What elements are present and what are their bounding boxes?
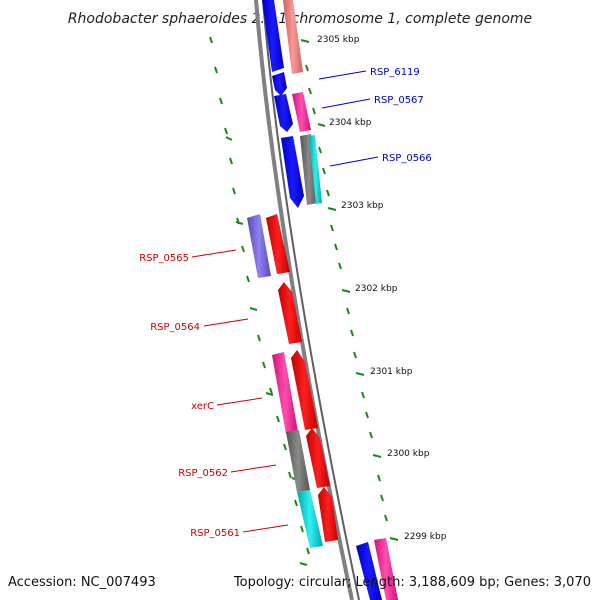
feature-grey-rsp0562[interactable]	[286, 430, 310, 492]
feature-cyan-rsp0566[interactable]	[309, 135, 322, 204]
ruler-label-2303: 2303 kbp	[341, 201, 384, 211]
ruler-label-2301: 2301 kbp	[370, 367, 413, 377]
feature-red-xerc[interactable]	[291, 350, 318, 430]
feature-salmon-top[interactable]	[283, 0, 303, 74]
gene-label-rsp0566[interactable]: RSP_0566	[382, 153, 432, 164]
ruler-labels: 2305 kbp 2304 kbp 2303 kbp 2302 kbp 2301…	[317, 35, 447, 542]
feature-pink-bottom[interactable]	[374, 538, 398, 600]
feature-red-rsp0561[interactable]	[318, 487, 338, 542]
ruler-label-2299: 2299 kbp	[404, 532, 447, 542]
feature-pink-rsp0567[interactable]	[292, 92, 311, 132]
reverse-strand-features	[247, 0, 382, 600]
feature-blue-rsp6119[interactable]	[272, 72, 287, 96]
gene-labels: RSP_6119 RSP_0567 RSP_0566 RSP_0565 RSP_…	[139, 67, 432, 539]
feature-purple-rsp0565[interactable]	[247, 214, 271, 278]
feature-pink-xerc[interactable]	[272, 352, 298, 434]
gene-label-rsp6119[interactable]: RSP_6119	[370, 67, 420, 78]
feature-cyan-rsp0561[interactable]	[297, 490, 323, 548]
inner-tick-track	[300, 39, 399, 541]
feature-red-rsp0564[interactable]	[278, 282, 302, 344]
feature-grey-rsp0566[interactable]	[300, 134, 318, 205]
gene-label-rsp0567[interactable]: RSP_0567	[374, 95, 424, 106]
gene-label-rsp0562[interactable]: RSP_0562	[178, 468, 228, 479]
gene-label-xerc[interactable]: xerC	[191, 401, 214, 412]
ruler-label-2304: 2304 kbp	[329, 118, 372, 128]
outer-tick-track	[209, 36, 310, 566]
gene-label-rsp0564[interactable]: RSP_0564	[150, 322, 200, 333]
gene-label-rsp0565[interactable]: RSP_0565	[139, 253, 189, 264]
map-title: Rhodobacter sphaeroides 2.4.1 chromosome…	[68, 11, 532, 27]
ruler-label-2302: 2302 kbp	[355, 284, 398, 294]
feature-blue-top[interactable]	[262, 0, 284, 72]
feature-blue-bottom[interactable]	[356, 542, 382, 600]
feature-blue-rsp0567[interactable]	[274, 94, 293, 132]
ruler-label-2300: 2300 kbp	[387, 449, 430, 459]
genome-stats-text: Topology: circular; Length: 3,188,609 bp…	[233, 575, 591, 590]
ruler-label-2305: 2305 kbp	[317, 35, 360, 45]
forward-strand-features	[266, 0, 398, 600]
feature-red-rsp0562[interactable]	[306, 428, 330, 488]
feature-red-1[interactable]	[266, 214, 290, 274]
feature-blue-rsp0566[interactable]	[281, 136, 304, 208]
accession-text: Accession: NC_007493	[8, 575, 156, 590]
gene-label-rsp0561[interactable]: RSP_0561	[190, 528, 240, 539]
